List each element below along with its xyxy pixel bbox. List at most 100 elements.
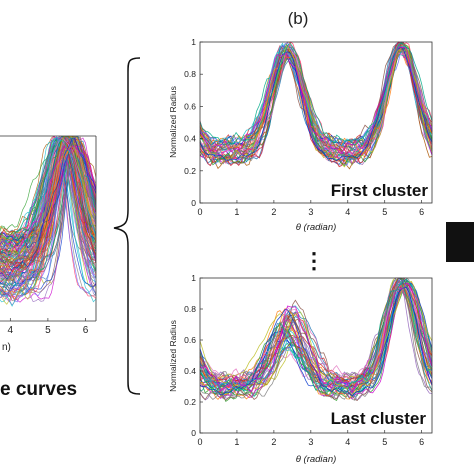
- left-chart-series-group: [0, 136, 96, 307]
- last-cluster-annotation: Last cluster: [331, 409, 427, 428]
- last-cluster-frame: [199, 277, 433, 434]
- first-cluster-xlabel: θ (radian): [296, 222, 337, 233]
- first-cluster-annotation: First cluster: [331, 181, 429, 200]
- x-tick-label: 3: [308, 437, 313, 447]
- series-line: [199, 280, 433, 390]
- series-line: [0, 142, 96, 247]
- series-line: [199, 46, 433, 162]
- left-x-axis-label: n): [2, 342, 11, 353]
- series-line: [0, 140, 96, 260]
- x-tick-label: 6: [419, 207, 424, 217]
- series-line: [199, 42, 433, 146]
- series-line: [199, 47, 433, 146]
- last-cluster-tick-group: 0 1 2 3 4 5 6 0 0.2 0.4 0.6 0.8 1: [184, 273, 424, 447]
- series-line: [0, 136, 96, 267]
- series-line: [199, 282, 433, 394]
- y-tick-label: 1: [191, 37, 196, 47]
- x-tick-label: 1: [234, 207, 239, 217]
- series-line: [199, 46, 433, 155]
- series-line: [199, 42, 433, 155]
- series-line: [0, 136, 96, 267]
- series-line: [0, 136, 96, 268]
- series-line: [0, 141, 96, 273]
- first-cluster-series-group: [199, 41, 433, 170]
- x-tick-label: 2: [271, 207, 276, 217]
- series-line: [0, 136, 96, 296]
- last-cluster-series-group: [199, 277, 433, 402]
- series-line: [199, 280, 433, 390]
- series-line: [0, 136, 96, 283]
- x-tick-label: 5: [382, 207, 387, 217]
- series-line: [0, 136, 96, 294]
- x-tick-label: 2: [271, 437, 276, 447]
- series-line: [199, 282, 433, 395]
- x-tick-label: 5: [382, 437, 387, 447]
- x-tick-label: 1: [234, 437, 239, 447]
- series-line: [0, 140, 96, 256]
- vertical-ellipsis: ⋮: [303, 248, 325, 273]
- first-cluster-ylabel: Normalized Radius: [168, 86, 178, 158]
- series-line: [0, 138, 96, 263]
- first-cluster-chart: 0 1 2 3 4 5 600.20.40.60.81 Normalized Radius …: [168, 37, 433, 233]
- left-partial-chart: 4 5 6 n) e curves: [0, 135, 97, 400]
- x-tick-label: 0: [197, 437, 202, 447]
- x-tick-label: 5: [45, 325, 51, 336]
- series-line: [0, 144, 96, 283]
- x-tick-label: 6: [83, 325, 89, 336]
- curly-brace: [113, 57, 141, 395]
- series-line: [0, 142, 96, 289]
- series-line: [0, 137, 96, 251]
- series-line: [0, 136, 96, 262]
- series-line: [0, 145, 96, 252]
- x-tick-label: 3: [308, 207, 313, 217]
- x-tick-label: 4: [8, 325, 14, 336]
- y-tick-label: 0: [191, 428, 196, 438]
- panel-label: (b): [288, 9, 309, 28]
- series-line: [0, 147, 96, 259]
- series-line: [0, 143, 96, 256]
- right-arrow-icon: [446, 222, 474, 262]
- series-line: [0, 137, 96, 305]
- series-line: [0, 136, 96, 307]
- series-line: [0, 144, 96, 267]
- last-cluster-ylabel: Normalized Radius: [168, 320, 178, 392]
- y-tick-label: 0.4: [184, 366, 196, 376]
- x-tick-label: 0: [197, 207, 202, 217]
- series-line: [0, 136, 96, 271]
- series-line: [0, 136, 96, 246]
- series-line: [0, 137, 96, 280]
- y-tick-label: 1: [191, 273, 196, 283]
- series-line: [0, 138, 96, 260]
- series-line: [0, 142, 96, 274]
- series-line: [199, 280, 433, 401]
- y-tick-label: 0.2: [184, 166, 196, 176]
- series-line: [0, 139, 96, 293]
- y-tick-label: 0.6: [184, 101, 196, 111]
- first-cluster-frame: [199, 41, 433, 204]
- y-tick-label: 0.4: [184, 134, 196, 144]
- last-cluster-chart: 0 1 2 3 4 5 600.20.40.60.81 Normalized Radius …: [168, 273, 433, 465]
- series-line: [0, 136, 96, 254]
- left-caption: e curves: [0, 379, 77, 400]
- first-cluster-tick-group: 0 1 2 3 4 5 6 0 0.2 0.4 0.6 0.8 1: [184, 37, 424, 217]
- x-tick-label: 4: [345, 207, 350, 217]
- series-line: [0, 142, 96, 248]
- x-tick-label: 4: [345, 437, 350, 447]
- series-line: [0, 138, 96, 232]
- last-cluster-xlabel: θ (radian): [296, 454, 337, 465]
- series-line: [0, 139, 96, 240]
- series-line: [0, 144, 96, 306]
- x-tick-label: 6: [419, 437, 424, 447]
- y-tick-label: 0.2: [184, 397, 196, 407]
- y-tick-label: 0.8: [184, 69, 196, 79]
- y-tick-label: 0: [191, 198, 196, 208]
- y-tick-label: 0.8: [184, 304, 196, 314]
- series-line: [0, 137, 96, 259]
- series-line: [0, 138, 96, 281]
- left-tick-group: 4 5 6: [8, 318, 89, 336]
- series-line: [0, 145, 96, 246]
- series-line: [0, 136, 96, 264]
- y-tick-label: 0.6: [184, 335, 196, 345]
- series-line: [0, 145, 96, 300]
